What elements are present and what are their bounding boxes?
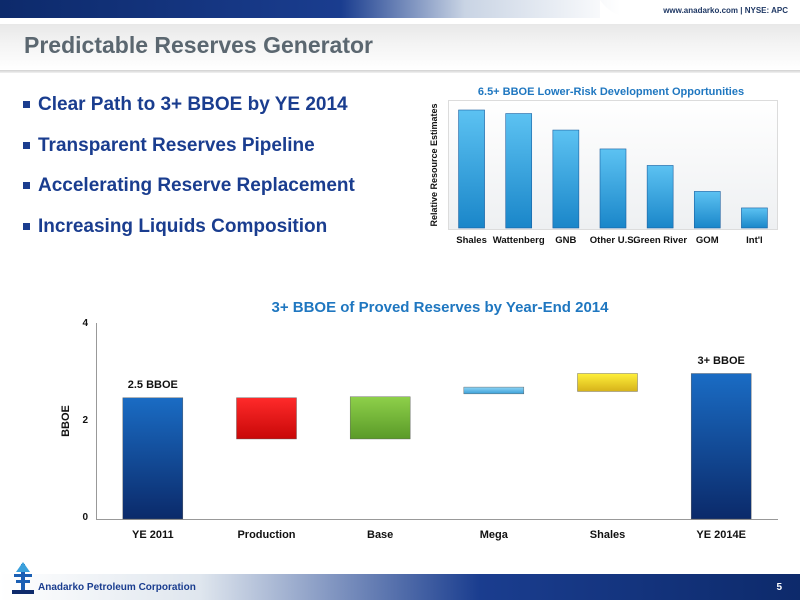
chart2-y-tick-2: 2: [82, 415, 88, 426]
bullet-list: Clear Path to 3+ BBOE by YE 2014 Transpa…: [22, 94, 412, 257]
chart2-bar-production: [236, 397, 297, 440]
chart1-bar-other-u-s: [599, 148, 627, 229]
chart2-y-axis: [96, 323, 97, 519]
bullet-text: Clear Path to 3+ BBOE by YE 2014: [38, 94, 348, 115]
bullet-item: Clear Path to 3+ BBOE by YE 2014: [22, 94, 412, 135]
anadarko-logo-icon: [12, 562, 34, 594]
chart2-bar-base: [349, 396, 411, 440]
chart1-x-tick-int-l: Int'l: [746, 235, 763, 246]
chart1-bar-green-river: [646, 165, 674, 229]
chart2-bar-mega: [463, 386, 525, 395]
chart2-x-axis: [96, 519, 778, 520]
bullet-text: Transparent Reserves Pipeline: [38, 134, 315, 156]
bullet-square-icon: [23, 182, 30, 190]
header-band: [0, 0, 800, 22]
chart2-x-tick-mega: Mega: [479, 529, 508, 541]
chart2-x-tick-shales: Shales: [589, 529, 626, 541]
page-number: 5: [776, 582, 782, 593]
chart1-x-tick-green-river: Green River: [633, 235, 688, 246]
chart1-bar-gnb: [552, 129, 580, 229]
chart1-x-tick-wattenberg: Wattenberg: [492, 235, 545, 246]
bullet-item: Transparent Reserves Pipeline: [22, 135, 412, 176]
chart1-x-tick-gom: GOM: [695, 235, 719, 246]
chart1-x-tick-shales: Shales: [456, 235, 487, 246]
chart2-bar-ye-2011: [122, 397, 184, 520]
footer-company-name: Anadarko Petroleum Corporation: [38, 582, 196, 593]
chart2-x-tick-production: Production: [237, 529, 296, 541]
chart2-data-label-ye-2011: 2.5 BBOE: [127, 378, 178, 391]
chart2-y-tick-4: 4: [82, 318, 88, 329]
chart2-data-label-ye-2014e: 3+ BBOE: [697, 354, 745, 367]
chart2-bar-shales: [577, 373, 638, 392]
chart2-x-tick-base: Base: [367, 529, 394, 541]
bullet-text: Accelerating Reserve Replacement: [38, 175, 355, 197]
bullet-square-icon: [23, 223, 30, 231]
chart1-bar-int-l: [741, 207, 768, 229]
chart1-bar-wattenberg: [505, 113, 533, 229]
bullet-item: Increasing Liquids Composition: [22, 216, 412, 257]
chart2-x-tick-ye-2014e: YE 2014E: [696, 529, 746, 541]
header-url[interactable]: www.anadarko.com | NYSE: APC: [663, 6, 788, 15]
chart2-title: 3+ BBOE of Proved Reserves by Year-End 2…: [271, 299, 609, 316]
title-bar: [0, 24, 800, 70]
footer-band: [0, 574, 800, 600]
chart1-x-tick-gnb: GNB: [555, 235, 577, 246]
chart1-bar-gom: [693, 191, 721, 229]
bullet-item: Accelerating Reserve Replacement: [22, 175, 412, 216]
chart1-bar-shales: [458, 109, 485, 229]
chart2-x-tick-ye-2011: YE 2011: [132, 529, 174, 541]
bullet-square-icon: [23, 101, 30, 108]
chart1-x-tick-other-u-s: Other U.S.: [589, 235, 637, 246]
chart1-title: 6.5+ BBOE Lower-Risk Development Opportu…: [477, 86, 745, 98]
chart2-bar-ye-2014e: [690, 373, 752, 520]
chart2-y-tick-0: 0: [82, 512, 88, 523]
bullet-square-icon: [23, 141, 30, 149]
title-rule: [0, 70, 800, 73]
bullet-text: Increasing Liquids Composition: [38, 216, 328, 238]
slide-title: Predictable Reserves Generator: [24, 32, 374, 58]
